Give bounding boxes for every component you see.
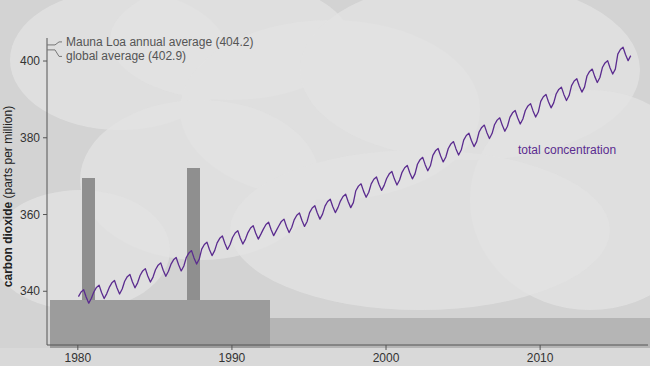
annotation-connector bbox=[47, 42, 62, 45]
smoke bbox=[230, 150, 610, 310]
y-tick bbox=[43, 137, 47, 138]
y-axis-label: carbon dioxide (parts per million) bbox=[1, 106, 15, 287]
x-tick bbox=[386, 345, 387, 350]
x-tick bbox=[77, 345, 78, 350]
factory bbox=[270, 318, 650, 348]
x-tick-label: 2010 bbox=[527, 351, 554, 365]
y-axis-label-part: carbon dioxide bbox=[1, 202, 15, 288]
y-tick-label: 400 bbox=[20, 54, 40, 68]
annotation: Mauna Loa annual average (404.2) bbox=[66, 35, 253, 49]
x-tick-label: 1980 bbox=[64, 351, 91, 365]
annotation-connector bbox=[47, 50, 62, 57]
y-tick bbox=[43, 214, 47, 215]
factory bbox=[50, 300, 270, 348]
x-tick-label: 1990 bbox=[219, 351, 246, 365]
background bbox=[0, 0, 650, 366]
annotation: global average (402.9) bbox=[66, 49, 186, 63]
y-tick bbox=[43, 61, 47, 62]
series-line bbox=[78, 47, 630, 303]
y-tick-label: 380 bbox=[20, 131, 40, 145]
ground bbox=[0, 348, 650, 366]
series-label: total concentration bbox=[518, 143, 616, 157]
y-tick bbox=[43, 291, 47, 292]
y-axis-label-part: (parts per million) bbox=[1, 106, 15, 202]
plot-area bbox=[78, 47, 630, 303]
x-tick bbox=[231, 345, 232, 350]
y-tick-label: 360 bbox=[20, 208, 40, 222]
chart: 340 360 380 400 1980 1990 2000 2010 carbon dioxi… bbox=[0, 0, 650, 366]
y-axis bbox=[47, 38, 48, 345]
x-tick bbox=[540, 345, 541, 350]
y-tick-label: 340 bbox=[20, 284, 40, 298]
x-axis bbox=[47, 345, 648, 346]
x-tick-label: 2000 bbox=[373, 351, 400, 365]
